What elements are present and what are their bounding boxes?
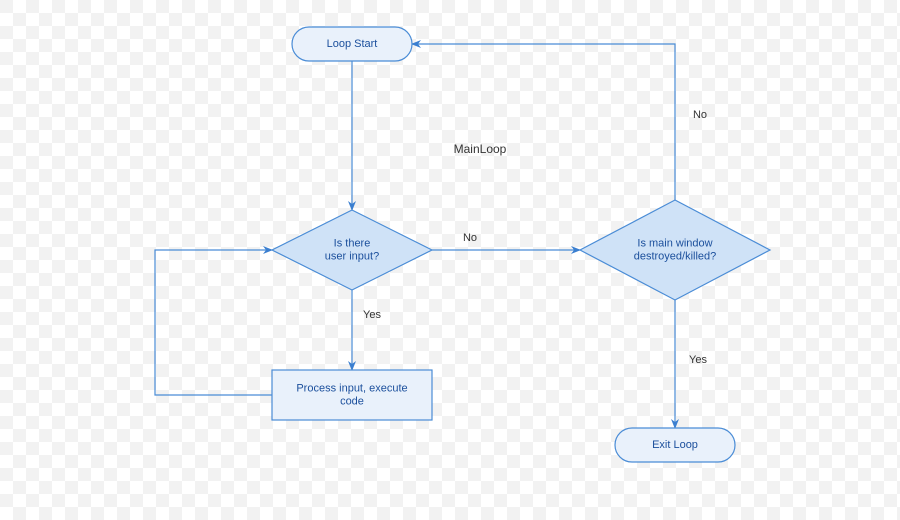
diagram-title: MainLoop [454, 142, 507, 156]
node-loop_start: Loop Start [292, 27, 412, 61]
node-label-user_input-0: Is there [334, 237, 371, 249]
node-label-process-0: Process input, execute [296, 382, 407, 394]
node-label-main_window-0: Is main window [637, 237, 712, 249]
edge-label-input_yes: Yes [363, 309, 381, 321]
node-label-process-1: code [340, 395, 364, 407]
node-label-exit_loop: Exit Loop [652, 439, 698, 451]
flowchart-canvas: No Yes No Yes Loop Start Is thereuser input?… [0, 0, 900, 520]
checker-background [0, 0, 900, 520]
node-process: Process input, executecode [272, 370, 432, 420]
node-exit_loop: Exit Loop [615, 428, 735, 462]
node-label-user_input-1: user input? [325, 250, 379, 262]
edge-label-window_yes: Yes [689, 354, 707, 366]
edge-label-window_no: No [693, 109, 707, 121]
node-label-main_window-1: destroyed/killed? [634, 250, 717, 262]
node-label-loop_start: Loop Start [327, 38, 378, 50]
edge-label-input_no: No [463, 232, 477, 244]
